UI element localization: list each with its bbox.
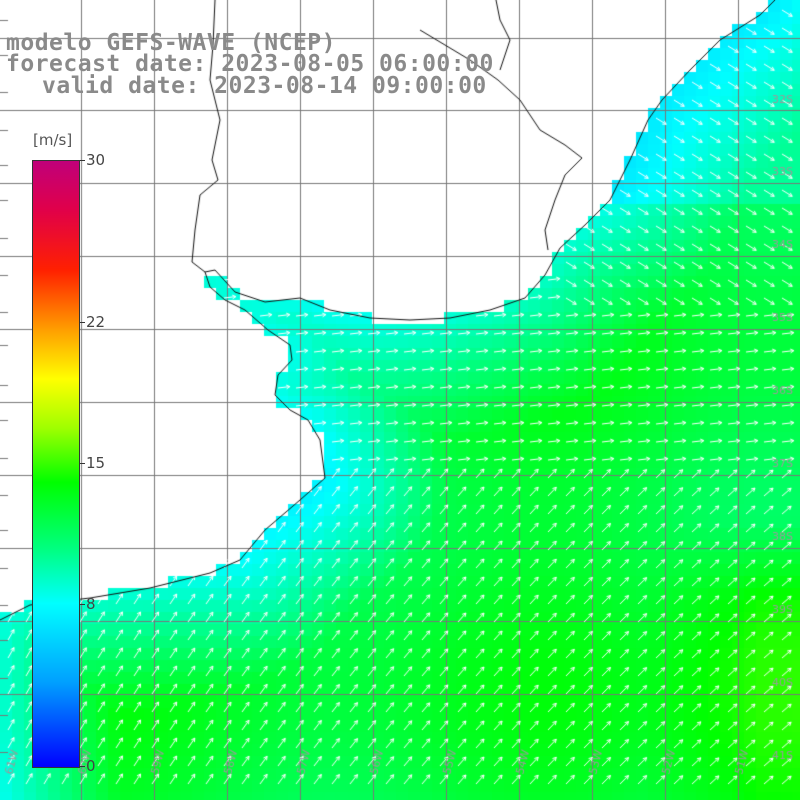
color-scale-tick-label: 30	[86, 151, 106, 169]
color-scale-tick-mark	[79, 321, 85, 323]
color-scale-tick-mark	[79, 604, 85, 606]
color-scale-tick-label: 0	[86, 757, 96, 775]
color-scale-tick-label: 15	[86, 454, 106, 472]
color-scale-tick-label: 22	[86, 312, 106, 331]
forecast-date: forecast date: 2023-08-05 06:00:00	[6, 51, 494, 77]
color-scale-tick-mark	[79, 463, 85, 464]
model-title: modelo GEFS-WAVE (NCEP)	[6, 30, 336, 56]
legend-unit-label: [m/s]	[33, 131, 73, 149]
valid-date: valid date: 2023-08-14 09:00:00	[42, 73, 487, 99]
color-scale-bar	[32, 160, 80, 768]
color-scale-tick-mark	[79, 766, 85, 767]
color-scale-tick-label: 8	[86, 595, 96, 614]
color-scale-tick-mark	[79, 160, 85, 161]
